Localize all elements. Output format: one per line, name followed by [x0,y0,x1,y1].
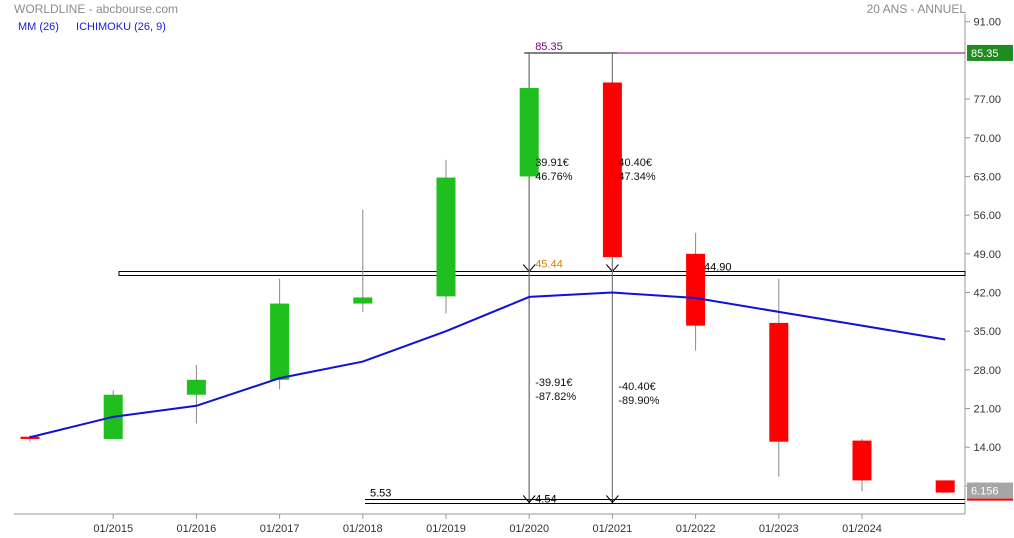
c2020-down-pct: -87.82% [535,391,576,403]
x-tick-label: 01/2021 [593,523,633,535]
y-tick-label: 28.00 [973,365,1001,377]
y-tick-label: 63.00 [973,171,1001,183]
time-range-label[interactable]: 20 ANS - ANNUEL [866,2,966,16]
candle-body [353,297,373,304]
moving-average-line [29,291,946,439]
measure-arrow [606,495,619,504]
candle-body [20,436,40,439]
c2020-up-pct: 46.76% [535,171,573,183]
chart-title: WORLDLINE - abcbourse.com [14,2,179,16]
x-tick-label: 01/2018 [343,523,383,535]
x-tick-label: 01/2016 [177,523,217,535]
candle-body [436,177,456,297]
c2021-up-abs: 40.40€ [618,157,652,169]
x-tick-label: 01/2022 [676,523,716,535]
y-tick-label: 77.00 [973,94,1001,106]
x-tick-label: 01/2024 [842,523,882,535]
c2021-up-pct: 47.34% [618,171,656,183]
candle-body [852,440,872,481]
y-tick-label: 91.00 [973,17,1001,29]
candle-body [935,480,955,493]
legend-ichimoku[interactable]: ICHIMOKU (26, 9) [76,21,166,33]
high-label: 85.35 [535,41,563,53]
legend-ma[interactable]: MM (26) [18,21,59,33]
x-tick-label: 01/2015 [93,523,133,535]
y-tick-label: 70.00 [973,133,1001,145]
low-left-label: 5.53 [370,488,391,500]
y-tick-label: 14.00 [973,442,1001,454]
support-band [118,270,966,276]
y-tick-label: 21.00 [973,404,1001,416]
c2021-down-abs: -40.40€ [618,381,655,393]
c2020-up-abs: 39.91€ [535,157,569,169]
measure-arrow [522,495,536,504]
y-tick-label: 49.00 [973,249,1001,261]
candle-body [186,379,206,395]
candle-body [769,322,789,442]
y-tick-label: 56.00 [973,210,1001,222]
support-label: 45.44 [535,258,563,270]
y-tick-label: 42.00 [973,288,1001,300]
price-tag [967,44,1013,61]
low-label: 4.54 [535,494,556,506]
price-tag [967,482,1013,499]
c2021-down-pct: -89.90% [618,395,659,407]
candle-body [270,303,290,380]
x-tick-label: 01/2020 [509,523,549,535]
candle-body [602,82,622,258]
y-tick-label: 35.00 [973,326,1001,338]
candle-body [519,88,539,177]
price-tag-label: 6.156 [971,486,999,498]
x-tick-label: 01/2023 [759,523,799,535]
candle-body [686,253,706,326]
price-tag-label: 85.35 [971,48,999,60]
x-tick-label: 01/2017 [260,523,300,535]
legend: MM (26) ICHIMOKU (26, 9) [18,21,180,33]
x-tick-label: 01/2019 [426,523,466,535]
support-right-label: 44.90 [704,261,732,273]
c2020-down-abs: -39.91€ [535,377,572,389]
